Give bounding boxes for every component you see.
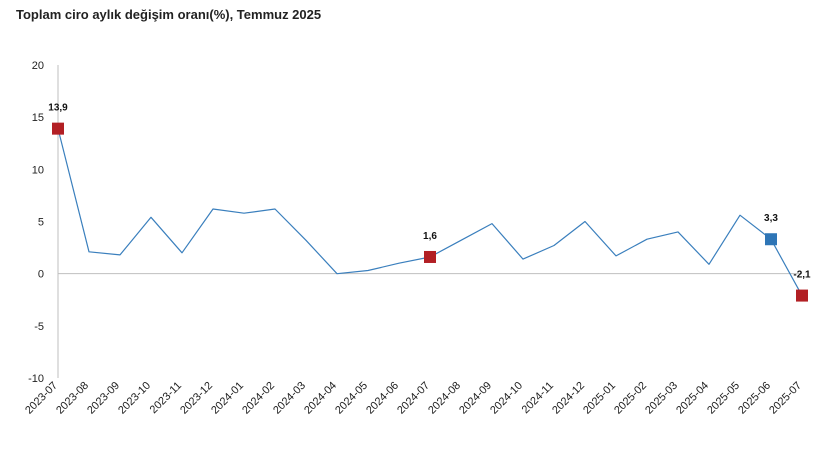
series-line xyxy=(57,128,803,296)
x-tick-label: 2023-11 xyxy=(148,380,184,416)
x-tick-label: 2024-07 xyxy=(395,380,432,417)
x-tick-label: 2023-10 xyxy=(116,380,153,417)
x-tick-label: 2024-01 xyxy=(209,380,246,417)
x-tick-label: 2025-06 xyxy=(736,380,773,417)
y-tick-label: 10 xyxy=(32,164,44,176)
x-tick-label: 2025-07 xyxy=(767,380,804,417)
data-label: 3,3 xyxy=(764,213,778,224)
y-tick-label: 5 xyxy=(38,217,44,229)
x-tick-label: 2025-01 xyxy=(581,380,618,417)
x-tick-label: 2025-05 xyxy=(705,380,742,417)
data-point-marker xyxy=(424,250,436,263)
x-tick-label: 2024-09 xyxy=(457,380,494,417)
data-label: -2,1 xyxy=(793,270,811,281)
y-tick-label: 0 xyxy=(38,269,44,281)
x-tick-label: 2025-02 xyxy=(612,380,649,417)
x-axis: 2023-072023-082023-092023-102023-112023-… xyxy=(23,273,804,417)
x-tick-label: 2024-02 xyxy=(240,380,277,417)
chart-title: Toplam ciro aylık değişim oranı(%), Temm… xyxy=(16,7,322,22)
x-tick-label: 2024-10 xyxy=(488,380,525,417)
data-label: 13,9 xyxy=(48,103,68,114)
y-axis: 20 15 10 5 0 -5 -10 xyxy=(28,60,59,385)
y-tick-label: -10 xyxy=(28,373,44,385)
x-tick-label: 2023-12 xyxy=(178,380,215,417)
x-tick-label: 2024-05 xyxy=(333,380,370,417)
x-tick-label: 2024-12 xyxy=(550,380,587,417)
x-tick-label: 2025-04 xyxy=(674,380,711,417)
x-tick-label: 2024-03 xyxy=(271,380,308,417)
x-tick-label: 2023-09 xyxy=(85,380,122,417)
data-point-marker xyxy=(52,122,64,135)
highlight-markers: 13,9 1,6 3,3 -2,1 xyxy=(48,103,811,302)
x-tick-label: 2024-11 xyxy=(520,380,556,416)
x-tick-label: 2025-03 xyxy=(643,380,680,417)
y-tick-label: 20 xyxy=(32,60,44,72)
data-point-marker xyxy=(765,233,777,246)
x-tick-label: 2024-08 xyxy=(426,380,463,417)
series-line-group xyxy=(57,128,803,296)
x-tick-label: 2023-08 xyxy=(54,380,91,417)
data-label: 1,6 xyxy=(423,231,437,242)
x-tick-label: 2024-06 xyxy=(364,380,401,417)
x-tick-label: 2023-07 xyxy=(23,380,60,417)
y-tick-label: 15 xyxy=(32,112,44,124)
data-point-marker xyxy=(796,289,808,302)
x-tick-label: 2024-04 xyxy=(302,380,339,417)
y-tick-label: -5 xyxy=(34,321,44,333)
